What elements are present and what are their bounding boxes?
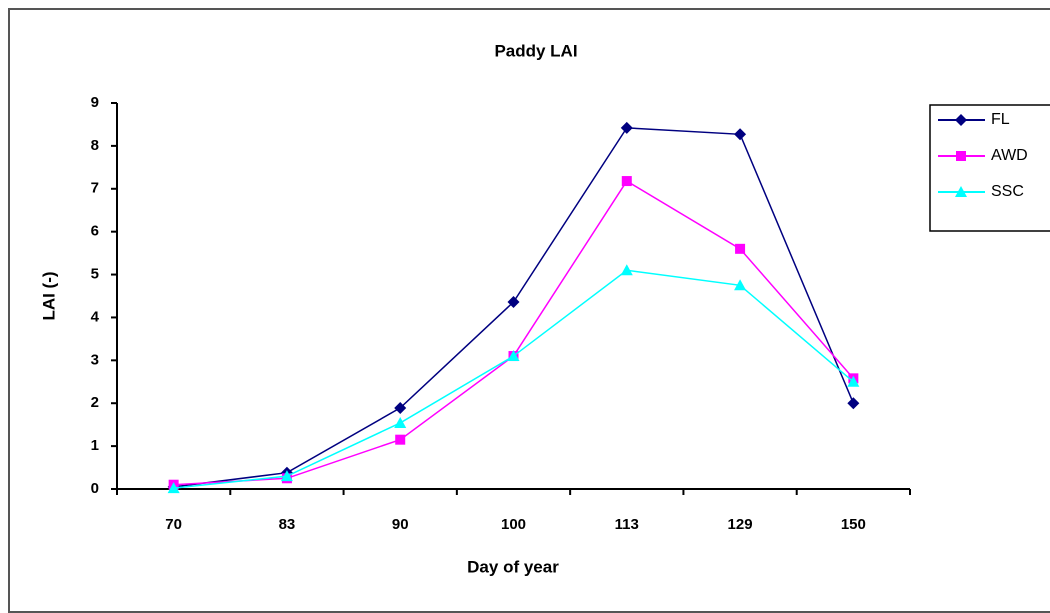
y-tick-label: 0	[91, 480, 99, 497]
y-tick-label: 5	[91, 266, 99, 283]
y-tick-label: 3	[91, 351, 99, 368]
marker	[734, 128, 747, 141]
marker	[734, 279, 747, 291]
legend-label: AWD	[991, 147, 1028, 164]
x-tick-label: 129	[728, 516, 753, 533]
marker	[394, 401, 407, 414]
y-tick-label: 7	[91, 180, 99, 197]
x-tick-label: 100	[501, 516, 526, 533]
x-tick-label: 90	[392, 516, 409, 533]
marker	[620, 264, 633, 276]
x-tick-label: 83	[279, 516, 296, 533]
marker	[847, 397, 860, 410]
y-tick-label: 1	[91, 437, 99, 454]
marker	[735, 243, 746, 254]
marker	[507, 296, 520, 309]
marker	[394, 416, 407, 428]
marker	[167, 482, 180, 494]
x-tick-label: 70	[165, 516, 182, 533]
marker	[847, 375, 860, 387]
x-tick-label: 113	[615, 516, 639, 533]
y-tick-label: 2	[91, 394, 99, 411]
x-tick-label: 150	[841, 516, 866, 533]
legend-box	[929, 104, 1050, 232]
marker	[620, 121, 633, 134]
chart-frame	[8, 8, 1050, 613]
marker	[621, 176, 632, 187]
x-axis-title: Day of year	[467, 557, 559, 576]
y-tick-label: 6	[91, 223, 99, 240]
marker	[280, 470, 293, 482]
y-tick-label: 4	[91, 308, 100, 325]
legend-label: SSC	[991, 183, 1024, 200]
y-tick-label: 9	[91, 94, 99, 111]
legend-label: FL	[991, 111, 1010, 128]
chart-title: Paddy LAI	[494, 41, 577, 60]
marker	[955, 186, 967, 197]
y-tick-label: 8	[91, 137, 99, 154]
marker	[956, 151, 966, 161]
marker	[395, 434, 406, 445]
marker	[955, 114, 967, 126]
marker	[507, 350, 520, 362]
y-axis-title: LAI (-)	[39, 271, 58, 320]
